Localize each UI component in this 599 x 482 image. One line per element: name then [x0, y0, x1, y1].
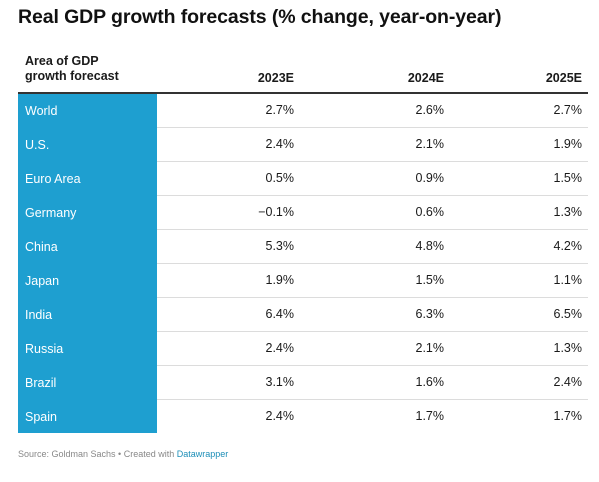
table-header: Area of GDP growth forecast 2023E 2024E …	[18, 52, 588, 94]
table-row: Spain 2.4% 1.7% 1.7%	[18, 400, 588, 433]
row-label: Euro Area	[18, 162, 157, 196]
value-cell: 0.6%	[415, 205, 445, 219]
row-label: Japan	[18, 264, 157, 298]
source-note: Source: Goldman Sachs • Created with Dat…	[18, 449, 228, 459]
value-cell: 1.7%	[415, 409, 445, 423]
header-2025e: 2025E	[545, 71, 582, 85]
value-cell: 2.6%	[415, 103, 445, 117]
value-cell: 1.9%	[265, 273, 295, 287]
header-2023e: 2023E	[257, 71, 294, 85]
value-cell: 2.1%	[415, 137, 445, 151]
row-label: Brazil	[18, 366, 157, 400]
value-cell: −0.1%	[258, 205, 294, 219]
row-label: Spain	[18, 400, 157, 433]
table-row: India 6.4% 6.3% 6.5%	[18, 298, 588, 332]
row-label: Germany	[18, 196, 157, 230]
table-row: World 2.7% 2.6% 2.7%	[18, 94, 588, 128]
value-cell: 0.9%	[415, 171, 445, 185]
header-area-line2: growth forecast	[25, 69, 119, 83]
value-cell: 1.3%	[553, 205, 583, 219]
value-cell: 1.9%	[553, 137, 583, 151]
value-cell: 2.4%	[265, 341, 295, 355]
value-cell: 2.4%	[265, 409, 295, 423]
table-row: China 5.3% 4.8% 4.2%	[18, 230, 588, 264]
value-cell: 4.2%	[553, 239, 583, 253]
value-cell: 1.5%	[553, 171, 583, 185]
value-cell: 1.1%	[553, 273, 583, 287]
table-row: Japan 1.9% 1.5% 1.1%	[18, 264, 588, 298]
header-area-line1: Area of GDP	[25, 54, 99, 68]
value-cell: 1.3%	[553, 341, 583, 355]
table-row: Russia 2.4% 2.1% 1.3%	[18, 332, 588, 366]
value-cell: 6.5%	[553, 307, 583, 321]
value-cell: 2.7%	[553, 103, 583, 117]
forecast-table: Area of GDP growth forecast 2023E 2024E …	[18, 52, 588, 433]
value-cell: 2.7%	[265, 103, 295, 117]
value-cell: 3.1%	[265, 375, 295, 389]
row-label: Russia	[18, 332, 157, 366]
table-row: Euro Area 0.5% 0.9% 1.5%	[18, 162, 588, 196]
datawrapper-link[interactable]: Datawrapper	[176, 449, 229, 459]
value-cell: 1.7%	[553, 409, 583, 423]
source-text: Source: Goldman Sachs • Created with	[18, 449, 177, 459]
chart-title: Real GDP growth forecasts (% change, yea…	[18, 6, 502, 28]
value-cell: 0.5%	[265, 171, 295, 185]
value-cell: 4.8%	[415, 239, 445, 253]
value-cell: 1.6%	[415, 375, 445, 389]
header-area: Area of GDP growth forecast	[25, 54, 119, 84]
value-cell: 5.3%	[265, 239, 295, 253]
row-label: World	[18, 94, 157, 128]
row-label: India	[18, 298, 157, 332]
value-cell: 2.1%	[415, 341, 445, 355]
header-2024e: 2024E	[407, 71, 444, 85]
table-row: Brazil 3.1% 1.6% 2.4%	[18, 366, 588, 400]
value-cell: 2.4%	[553, 375, 583, 389]
row-label: China	[18, 230, 157, 264]
value-cell: 1.5%	[415, 273, 445, 287]
table-row: U.S. 2.4% 2.1% 1.9%	[18, 128, 588, 162]
table-row: Germany −0.1% 0.6% 1.3%	[18, 196, 588, 230]
table-body: World 2.7% 2.6% 2.7% U.S. 2.4% 2.1% 1.9% Euro Ar…	[18, 94, 588, 433]
row-label: U.S.	[18, 128, 157, 162]
value-cell: 6.3%	[415, 307, 445, 321]
value-cell: 2.4%	[265, 137, 295, 151]
value-cell: 6.4%	[265, 307, 295, 321]
